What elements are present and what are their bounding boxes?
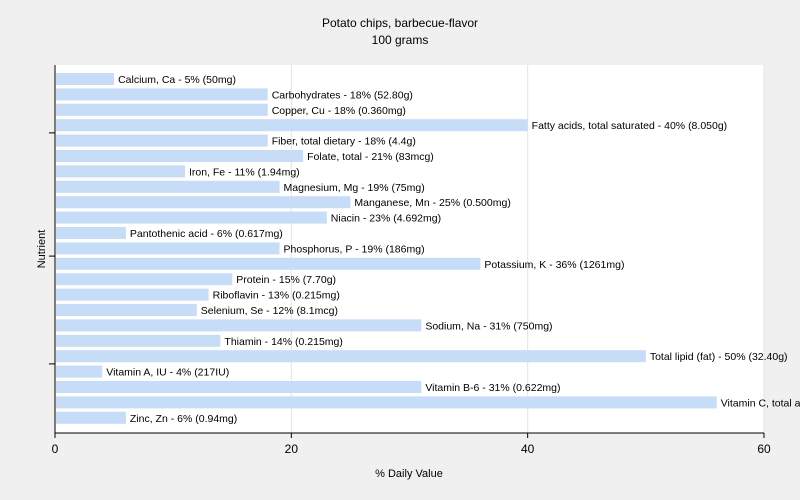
bar: [56, 288, 209, 301]
bar: [56, 411, 126, 424]
bar: [56, 257, 481, 270]
bar-label: Potassium, K - 36% (1261mg): [484, 259, 624, 271]
bar: [56, 103, 268, 116]
bar: [56, 88, 268, 101]
bar-label: Thiamin - 14% (0.215mg): [224, 336, 342, 348]
bar-label: Protein - 15% (7.70g): [236, 274, 336, 286]
bar-label: Manganese, Mn - 25% (0.500mg): [354, 197, 510, 209]
bar: [56, 381, 422, 393]
bar: [56, 227, 126, 239]
bar: [56, 396, 717, 409]
bar-label: Copper, Cu - 18% (0.360mg): [272, 105, 406, 117]
bar-label: Calcium, Ca - 5% (50mg): [118, 74, 236, 86]
bar: [56, 304, 197, 316]
bar-label: Total lipid (fat) - 50% (32.40g): [650, 351, 788, 363]
x-axis-label: % Daily Value: [375, 468, 443, 480]
bar-label: Magnesium, Mg - 19% (75mg): [284, 182, 425, 194]
bar: [56, 134, 268, 147]
bar: [56, 365, 103, 378]
bar-label: Fiber, total dietary - 18% (4.4g): [272, 136, 416, 148]
chart-title: Potato chips, barbecue-flavor: [322, 16, 478, 30]
x-tick-label: 60: [757, 442, 771, 456]
y-axis-label: Nutrient: [36, 230, 48, 269]
bar-label: Sodium, Na - 31% (750mg): [425, 320, 552, 332]
bar-label: Selenium, Se - 12% (8.1mcg): [201, 305, 338, 317]
bar-label: Vitamin A, IU - 4% (217IU): [106, 367, 229, 379]
bar-label: Carbohydrates - 18% (52.80g): [272, 89, 413, 101]
bar-label: Zinc, Zn - 6% (0.94mg): [130, 413, 237, 425]
bar: [56, 150, 304, 162]
tick-layer: 0 20 40 60: [49, 132, 771, 456]
bar-label: Riboflavin - 13% (0.215mg): [213, 290, 340, 302]
bar: [56, 242, 280, 255]
chart-subtitle: 100 grams: [372, 33, 429, 47]
bar-label: Fatty acids, total saturated - 40% (8.05…: [532, 120, 728, 132]
x-tick-label: 0: [52, 442, 59, 456]
x-tick-label: 20: [285, 442, 299, 456]
x-tick-label: 40: [521, 442, 535, 456]
bar-label: Folate, total - 21% (83mcg): [307, 151, 434, 163]
bar: [56, 119, 528, 132]
bar: [56, 211, 327, 224]
bar: [56, 196, 351, 209]
bar: [56, 350, 646, 363]
bar: [56, 180, 280, 193]
bar: [56, 273, 233, 286]
bar: [56, 165, 185, 178]
bar-label: Phosphorus, P - 19% (186mg): [284, 243, 425, 255]
bar-label: Pantothenic acid - 6% (0.617mg): [130, 228, 283, 240]
bar-label: Niacin - 23% (4.692mg): [331, 213, 441, 225]
bar-layer: [56, 73, 717, 424]
bar-label: Iron, Fe - 11% (1.94mg): [189, 166, 300, 178]
bar: [56, 73, 115, 85]
bar-label: Vitamin C, total ascorbic acid - 56% (33…: [721, 397, 800, 409]
bar: [56, 334, 221, 347]
bar-label: Vitamin B-6 - 31% (0.622mg): [425, 382, 560, 394]
bar: [56, 319, 422, 332]
bar-label-layer: Calcium, Ca - 5% (50mg) Carbohydrates - 1…: [106, 74, 800, 425]
